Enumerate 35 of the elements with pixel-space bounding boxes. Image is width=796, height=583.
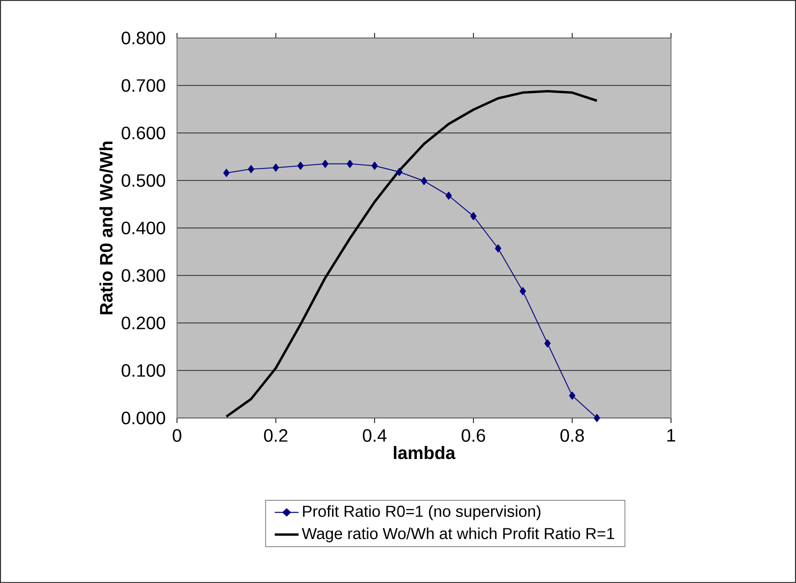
y-tick-label: 0.100 (122, 364, 166, 377)
point (420, 176, 428, 186)
x-tick-label: 0.8 (560, 429, 584, 442)
x-tick-label: 0.2 (264, 429, 288, 442)
point (272, 164, 279, 172)
point (544, 339, 551, 348)
y-tick-label: 0.700 (122, 79, 166, 92)
point (569, 392, 576, 400)
point (371, 162, 378, 170)
point (297, 162, 304, 170)
x-tick-label: 0.4 (362, 429, 387, 442)
x-tick-label: 0.6 (462, 429, 486, 442)
point (223, 168, 230, 177)
x-axis-title: lambda (394, 446, 456, 460)
y-tick-label: 0.500 (122, 174, 166, 187)
point (446, 192, 452, 200)
point (520, 287, 526, 296)
point (322, 160, 328, 168)
point (594, 414, 600, 422)
point (470, 212, 477, 220)
legend-label: Wage ratio Wo/Wh at which Profit Ratio R=1 (302, 527, 614, 542)
legend-label: Profit Ratio R0=1 (no supervision) (303, 505, 540, 520)
y-tick-label: 0.400 (122, 222, 166, 234)
y-tick-label: 0.200 (122, 316, 166, 330)
y-tick-label: 0.800 (122, 32, 166, 44)
point (346, 160, 354, 168)
point (494, 244, 502, 252)
y-tick-label: 0.300 (122, 269, 166, 282)
y-axis-title: Ratio R0 and Wo/Wh (99, 142, 113, 314)
y-tick-label: 0.000 (122, 412, 166, 424)
y-tick-label: 0.600 (122, 126, 166, 140)
x-tick-label: 1 (667, 429, 676, 442)
point (396, 168, 402, 176)
x-tick-label: 0 (172, 429, 182, 442)
point (248, 165, 254, 174)
